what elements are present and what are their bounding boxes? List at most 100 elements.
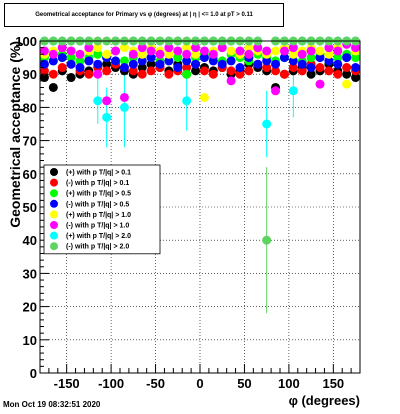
chart-title: Geometrical acceptance for Primary vs φ … [35,12,253,18]
legend-entry: (+) with p T/|q| > 0.1 [66,170,131,177]
data-point [146,59,156,69]
data-point [333,46,343,56]
legend-marker [50,199,58,208]
data-point [244,66,254,76]
legend-entry: (-) with p T/|q| > 2.0 [66,244,129,251]
data-point [173,46,183,56]
data-point [324,49,334,59]
data-point [128,66,138,76]
data-point [57,63,67,73]
legend-entry: (-) with p T/|q| > 0.1 [66,180,129,187]
data-point [297,66,307,76]
data-point [262,56,272,66]
axis-ticks [39,40,361,374]
data-point [279,69,289,79]
y-tick-label: 100 [15,34,37,49]
data-point [57,43,67,53]
y-tick-label: 80 [23,100,37,115]
data-point [102,59,112,69]
data-point [226,46,236,56]
data-point [288,49,298,59]
data-point [48,56,58,66]
legend-marker [50,242,58,251]
y-tick-label: 50 [23,200,37,215]
data-point [306,46,316,56]
data-point [164,56,174,66]
data-point [66,59,76,69]
data-point [57,53,67,63]
legend-entry: (+) with p T/|q| > 0.5 [66,191,131,198]
data-point [119,102,129,112]
data-point [48,49,58,59]
data-point [137,43,147,53]
legend-marker [50,231,58,240]
data-point [288,43,298,53]
data-point [137,69,147,79]
data-point [75,56,85,66]
tick-labels: -150 -100 -50 0 50 100 150 0 10 20 30 40 50 60 70 80 90 1… [15,34,344,391]
data-point [48,82,58,92]
legend-marker [50,168,58,176]
data-point [39,59,49,69]
data-point [199,92,209,102]
data-point [84,43,94,53]
x-tick-label: -150 [54,376,80,391]
legend-box [43,164,161,255]
data-point [84,69,94,79]
data-point [342,69,352,79]
data-point [271,59,281,69]
data-point [75,63,85,73]
data-point [351,63,361,73]
data-point [164,49,174,59]
data-point [288,63,298,73]
data-point [342,63,352,73]
data-point [128,49,138,59]
data-point [39,66,49,76]
data-point [137,63,147,73]
data-point [102,66,112,76]
data-point [324,56,334,66]
data-point [351,73,361,83]
data-point [119,43,129,53]
data-point [306,63,316,73]
x-tick-label: 150 [322,376,344,391]
data-point [182,49,192,59]
data-point [137,49,147,59]
data-point [199,53,209,63]
data-point [262,119,272,129]
data-point [208,69,218,79]
data-point [315,79,325,89]
data-point [66,46,76,56]
data-point [297,49,307,59]
data-point [155,49,165,59]
data-point [191,43,201,53]
data-point [226,76,236,86]
data-point [93,49,103,59]
data-point [93,59,103,69]
data-point [226,56,236,66]
data-point [199,46,209,56]
y-axis-label: Geometrical acceptance (%) [7,41,23,228]
data-point [244,49,254,59]
y-tick-label: 20 [23,300,37,315]
data-point [39,73,49,83]
legend-entry: (+) with p T/|q| > 1.0 [66,212,131,219]
data-point [111,56,121,66]
x-tick-label: 100 [278,376,300,391]
legend-entry: (-) with p T/|q| > 1.0 [66,223,129,230]
y-tick-label: 10 [23,333,37,348]
data-point [333,69,343,79]
x-tick-label: 0 [196,376,203,391]
data-point [93,96,103,106]
legend-entry: (-) with p T/|q| > 0.5 [66,201,129,208]
x-axis-label: φ (degrees) [289,393,360,408]
data-point [235,69,245,79]
x-tick-label: -100 [98,376,124,391]
data-point [119,92,129,102]
data-point [146,46,156,56]
data-point [164,69,174,79]
data-point [128,59,138,69]
data-point [48,69,58,79]
data-point [235,46,245,56]
